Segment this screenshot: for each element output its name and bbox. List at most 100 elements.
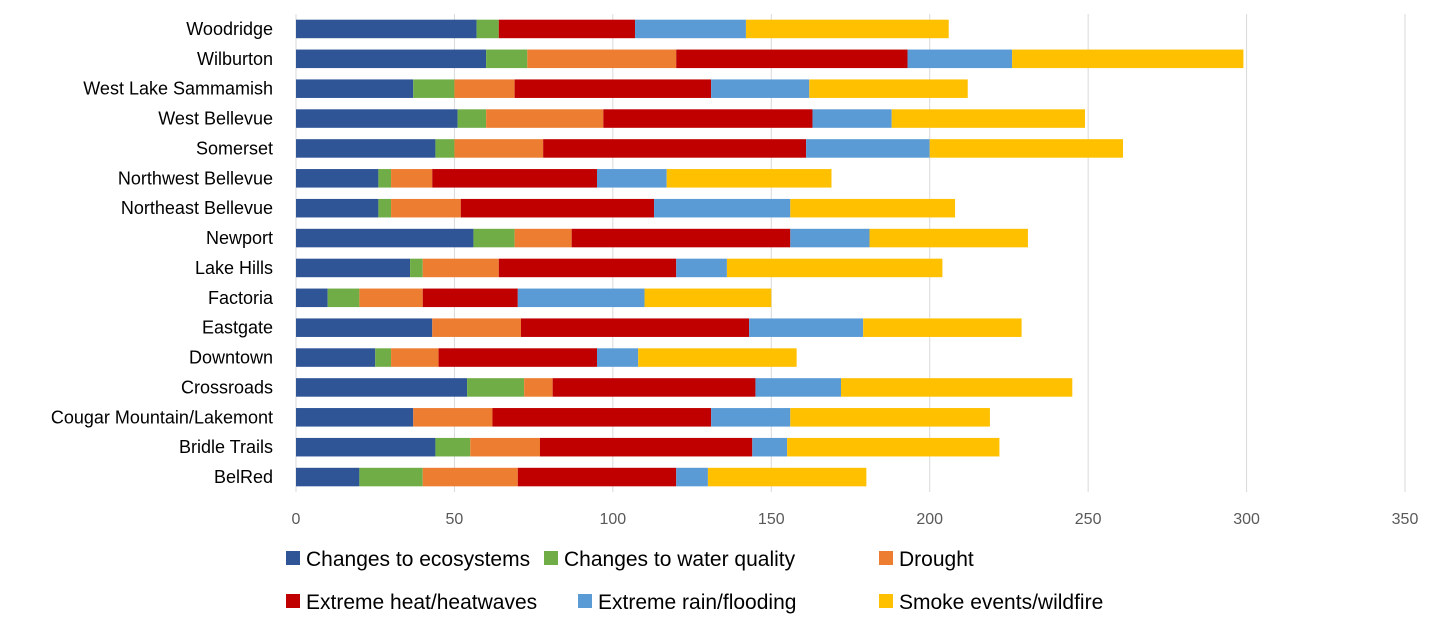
bar-segment [571,228,791,248]
category-label: Somerset [196,138,273,158]
bar-segment [790,408,990,427]
bar-segment [422,288,518,308]
x-tick-label: 100 [600,511,627,528]
legend-label: Smoke events/wildfire [899,591,1103,614]
bar-segment [654,198,791,218]
bar-segment [470,437,540,457]
bar-segment [413,79,455,98]
legend-label: Changes to water quality [564,548,796,571]
bar-segment [517,288,645,308]
legend-label: Extreme rain/flooding [598,591,796,614]
bars [296,19,1244,487]
bar-segment [296,109,458,128]
bar-segment [296,258,411,278]
category-label: Factoria [208,288,274,308]
bar-segment [638,348,797,367]
bar-segment [391,169,433,188]
bar-segment [498,258,677,278]
legend-label: Extreme heat/heatwaves [306,591,537,614]
bar-segment [460,198,655,218]
bar-segment [745,19,949,39]
legend-swatch [879,551,893,565]
bar-segment [296,318,433,337]
category-label: Crossroads [181,377,273,397]
bar-segment [296,378,468,397]
bar-segment [552,378,756,397]
bar-segment [413,408,493,427]
bar-segment [711,79,810,98]
bar-segment [1012,49,1244,69]
x-tick-label: 50 [446,511,464,528]
bar-segment [432,318,521,337]
bar-segment [812,109,892,128]
bar-segment [790,228,870,248]
bar-segment [676,467,708,487]
bar-segment [603,109,813,128]
bar-segment [296,437,436,457]
bar-segment [422,258,499,278]
category-label: Northwest Bellevue [118,168,273,188]
bar-segment [597,169,667,188]
bar-segment [514,228,572,248]
bar-segment [666,169,832,188]
bar-segment [644,288,772,308]
bar-segment [752,437,788,457]
bar-segment [467,378,525,397]
bar-segment [296,79,414,98]
category-label: Woodridge [186,19,273,39]
bar-segment [438,348,598,367]
x-tick-label: 0 [292,511,301,528]
bar-segment [476,19,499,39]
bar-segment [498,19,636,39]
bar-segment [473,228,515,248]
bar-segment [296,169,379,188]
legend: Changes to ecosystems Changes to water qu… [286,548,1103,614]
bar-segment [635,19,746,39]
bar-segment [749,318,864,337]
bar-segment [539,437,753,457]
x-tick-labels: 0 50 100 150 200 250 300 350 [292,511,1419,528]
bar-segment [296,198,379,218]
category-labels: Woodridge Wilburton West Lake Sammamish Wes… [51,19,274,487]
bar-segment [296,19,477,39]
category-label: West Bellevue [158,109,273,129]
category-label: Wilburton [197,49,273,69]
bar-segment [435,437,471,457]
bar-segment [676,258,727,278]
bar-segment [486,109,604,128]
bar-segment [435,139,455,158]
category-label: Downtown [189,348,273,368]
bar-segment [296,228,474,248]
bar-segment [929,139,1123,158]
bar-segment [809,79,968,98]
bar-segment [676,49,908,69]
bar-segment [543,139,807,158]
legend-swatch [286,551,300,565]
bar-segment [597,348,639,367]
legend-swatch [544,551,558,565]
bar-segment [391,348,439,367]
category-label: Eastgate [202,318,273,338]
bar-segment [514,79,712,98]
bar-segment [787,437,1000,457]
bar-segment [296,467,360,487]
bar-segment [454,79,515,98]
x-tick-label: 250 [1075,511,1102,528]
bar-segment [790,198,956,218]
bar-segment [869,228,1028,248]
bar-segment [891,109,1085,128]
bar-segment [486,49,528,69]
bar-segment [422,467,518,487]
bar-segment [517,467,677,487]
bar-segment [296,288,328,308]
bar-segment [726,258,943,278]
x-tick-label: 350 [1392,511,1419,528]
category-label: BelRed [214,467,273,487]
bar-segment [432,169,598,188]
bar-segment [711,408,791,427]
legend-swatch [578,594,592,608]
bar-segment [524,378,553,397]
bar-segment [863,318,1022,337]
